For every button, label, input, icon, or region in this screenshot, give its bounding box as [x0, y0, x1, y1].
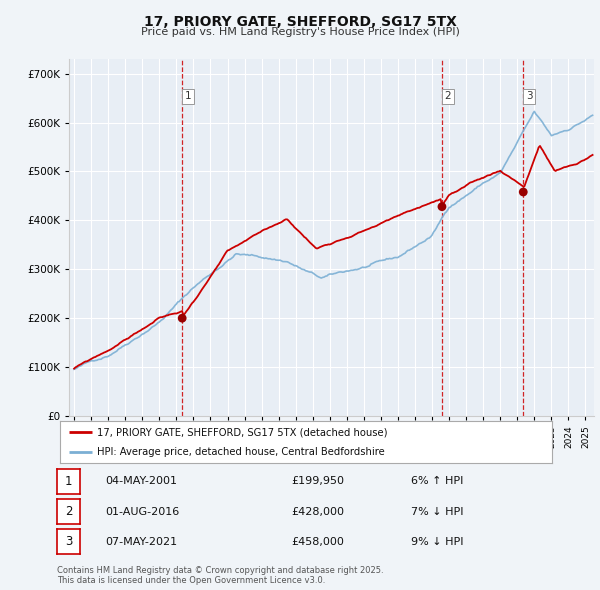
Text: 04-MAY-2001: 04-MAY-2001: [105, 477, 177, 486]
Text: Contains HM Land Registry data © Crown copyright and database right 2025.
This d: Contains HM Land Registry data © Crown c…: [57, 566, 383, 585]
Text: £458,000: £458,000: [291, 537, 344, 546]
Text: 07-MAY-2021: 07-MAY-2021: [105, 537, 177, 546]
Text: 6% ↑ HPI: 6% ↑ HPI: [411, 477, 463, 486]
Text: Price paid vs. HM Land Registry's House Price Index (HPI): Price paid vs. HM Land Registry's House …: [140, 27, 460, 37]
Text: 1: 1: [65, 475, 72, 488]
Text: 2: 2: [445, 91, 451, 101]
Point: [437, 202, 447, 211]
Text: 01-AUG-2016: 01-AUG-2016: [105, 507, 179, 516]
Text: 17, PRIORY GATE, SHEFFORD, SG17 5TX: 17, PRIORY GATE, SHEFFORD, SG17 5TX: [143, 15, 457, 30]
Text: 3: 3: [526, 91, 532, 101]
Text: 17, PRIORY GATE, SHEFFORD, SG17 5TX (detached house): 17, PRIORY GATE, SHEFFORD, SG17 5TX (det…: [97, 427, 388, 437]
Point: [178, 313, 187, 323]
Text: 3: 3: [65, 535, 72, 548]
Text: 7% ↓ HPI: 7% ↓ HPI: [411, 507, 464, 516]
Text: £199,950: £199,950: [291, 477, 344, 486]
Point: [518, 187, 528, 196]
Text: £428,000: £428,000: [291, 507, 344, 516]
Text: HPI: Average price, detached house, Central Bedfordshire: HPI: Average price, detached house, Cent…: [97, 447, 385, 457]
Text: 2: 2: [65, 505, 72, 518]
Text: 9% ↓ HPI: 9% ↓ HPI: [411, 537, 464, 546]
Text: 1: 1: [185, 91, 191, 101]
